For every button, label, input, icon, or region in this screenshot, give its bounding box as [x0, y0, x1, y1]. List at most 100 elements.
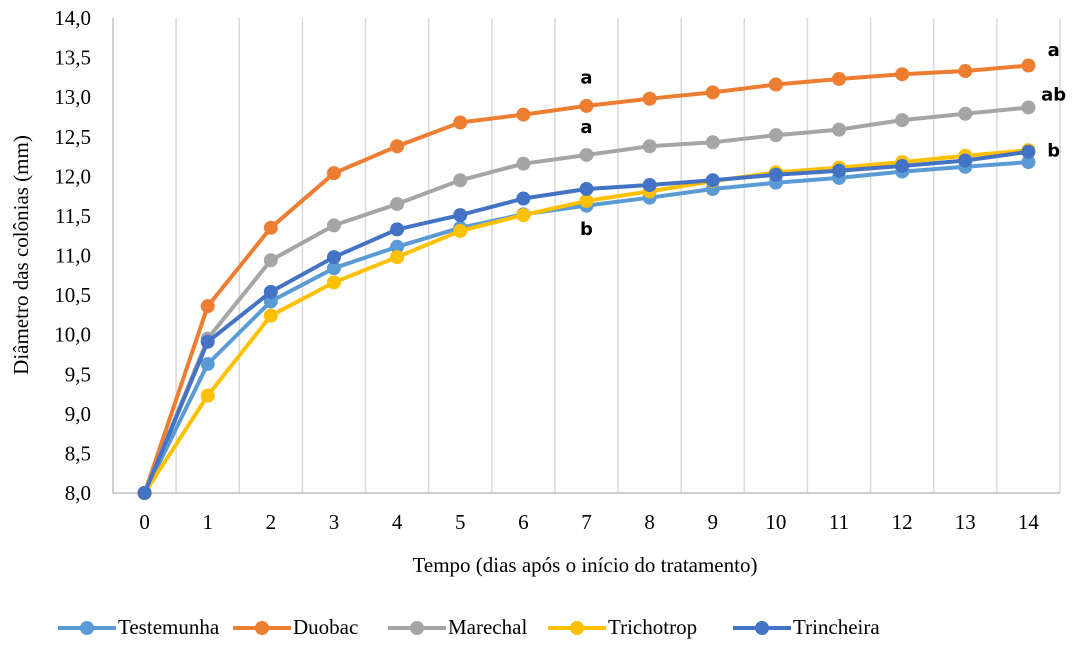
legend-label: Trichotrop — [608, 615, 697, 639]
legend-swatch-marker — [255, 621, 269, 635]
legend-label: Duobac — [293, 615, 358, 639]
data-point — [200, 356, 215, 371]
data-point — [326, 166, 341, 181]
data-point — [453, 173, 468, 188]
data-point — [263, 308, 278, 323]
legend-item: Trichotrop — [548, 615, 697, 639]
data-point — [1021, 58, 1036, 73]
legend-label: Trincheira — [793, 615, 880, 639]
data-point — [453, 223, 468, 238]
significance-label: b — [580, 219, 593, 240]
data-point — [768, 77, 783, 92]
legend: Testemunha Duobac Marechal Trichotrop Trinch… — [58, 615, 880, 639]
data-point — [642, 178, 657, 193]
data-point — [958, 64, 973, 79]
data-point — [390, 222, 405, 237]
data-point — [579, 147, 594, 162]
data-point — [326, 218, 341, 233]
legend-item: Marechal — [388, 615, 527, 639]
data-point — [958, 106, 973, 121]
y-tick-label: 13,5 — [54, 46, 91, 70]
y-tick-label: 14,0 — [54, 6, 91, 30]
data-point — [390, 250, 405, 265]
data-point — [200, 334, 215, 349]
data-point — [1021, 100, 1036, 115]
legend-item: Duobac — [233, 615, 358, 639]
data-point — [263, 284, 278, 299]
data-point — [326, 250, 341, 265]
grid-layer — [175, 18, 1061, 493]
series-layer — [137, 58, 1036, 500]
data-point — [516, 191, 531, 206]
data-point — [200, 388, 215, 403]
data-point — [579, 98, 594, 113]
y-tick-label: 10,0 — [54, 323, 91, 347]
x-tick-label: 7 — [581, 510, 592, 534]
data-point — [516, 156, 531, 171]
series-trincheira — [137, 144, 1036, 500]
data-point — [832, 163, 847, 178]
data-point — [516, 208, 531, 223]
x-tick-label: 6 — [518, 510, 529, 534]
axis-layer: 8,0 8,5 9,0 9,5 10,0 10,5 11,0 11,5 12,0 12,5 13,0… — [54, 6, 1060, 534]
y-tick-label: 10,5 — [54, 283, 91, 307]
y-tick-label: 11,0 — [55, 244, 91, 268]
data-point — [200, 299, 215, 314]
x-tick-label: 4 — [392, 510, 403, 534]
significance-label: a — [580, 68, 592, 89]
x-tick-label: 0 — [139, 510, 150, 534]
x-tick-label: 12 — [892, 510, 913, 534]
y-tick-label: 12,0 — [54, 164, 91, 188]
series-trichotrop — [137, 143, 1036, 500]
data-point — [390, 197, 405, 212]
data-point — [516, 107, 531, 122]
y-tick-label: 9,0 — [65, 402, 91, 426]
data-point — [705, 135, 720, 150]
data-point — [390, 239, 405, 254]
x-tick-label: 5 — [455, 510, 466, 534]
data-point — [832, 71, 847, 86]
data-point — [390, 139, 405, 154]
x-tick-label: 9 — [708, 510, 719, 534]
data-point — [263, 253, 278, 268]
data-point — [579, 193, 594, 208]
x-tick-label: 8 — [644, 510, 655, 534]
data-point — [958, 153, 973, 168]
legend-swatch-marker — [570, 621, 584, 635]
significance-label: ab — [1041, 84, 1066, 105]
legend-label: Marechal — [448, 615, 527, 639]
significance-label: a — [580, 117, 592, 138]
data-point — [642, 91, 657, 106]
x-tick-label: 3 — [329, 510, 340, 534]
legend-swatch-marker — [80, 621, 94, 635]
data-point — [895, 67, 910, 82]
x-tick-label: 11 — [829, 510, 849, 534]
data-point — [705, 173, 720, 188]
legend-item: Testemunha — [58, 615, 220, 639]
y-axis-title: Diâmetro das colônias (mm) — [9, 135, 33, 375]
x-tick-label: 14 — [1018, 510, 1040, 534]
y-tick-label: 8,5 — [65, 441, 91, 465]
data-point — [1021, 144, 1036, 159]
data-point — [895, 113, 910, 128]
data-point — [579, 182, 594, 196]
x-tick-label: 13 — [955, 510, 976, 534]
data-point — [453, 115, 468, 130]
data-point — [137, 486, 152, 500]
y-tick-label: 13,0 — [54, 85, 91, 109]
legend-label: Testemunha — [118, 615, 220, 639]
data-point — [263, 220, 278, 235]
data-point — [895, 159, 910, 174]
x-tick-label: 10 — [765, 510, 786, 534]
x-axis-title: Tempo (dias após o início do tratamento) — [413, 553, 758, 577]
y-tick-label: 8,0 — [65, 481, 91, 505]
y-tick-label: 12,5 — [54, 125, 91, 149]
legend-swatch-marker — [755, 621, 769, 635]
data-point — [326, 275, 341, 290]
data-point — [642, 139, 657, 154]
y-tick-label: 9,5 — [65, 362, 91, 386]
data-point — [1021, 155, 1036, 170]
significance-label: b — [1047, 141, 1060, 162]
